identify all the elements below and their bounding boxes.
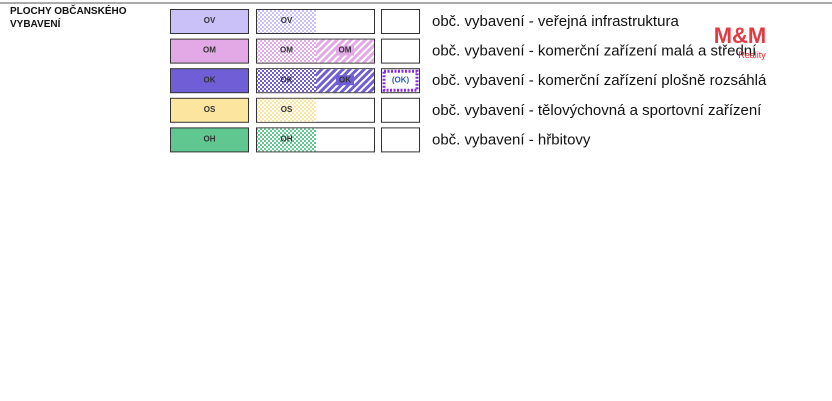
swatch-code: OK xyxy=(204,75,216,84)
legend-title: PLOCHY OBČANSKÉHO xyxy=(10,4,127,17)
swatch-code: OH xyxy=(204,135,216,144)
swatch-code: OS xyxy=(281,105,293,114)
dotted-swatch xyxy=(257,69,316,93)
swatch-code: OV xyxy=(281,16,293,25)
swatch-code: OV xyxy=(204,16,216,25)
solid-swatch xyxy=(170,38,249,64)
row-label: obč. vybavení - hřbitovy xyxy=(432,131,591,148)
row-label: obč. vybavení - komerční zařízení malá a… xyxy=(432,43,757,60)
solid-swatch xyxy=(170,127,249,153)
plan-swatch xyxy=(381,9,420,34)
swatch-code: OM xyxy=(339,46,352,55)
code-bg xyxy=(336,75,354,86)
plan-swatch xyxy=(381,38,420,64)
row-label: obč. vybavení - tělovýchovná a sportovní… xyxy=(432,102,762,119)
plan-label: (OK) xyxy=(392,75,410,84)
dotted-swatch xyxy=(257,39,316,63)
swatch-code: OM xyxy=(280,46,293,55)
watermark-sub: Reality xyxy=(738,50,766,60)
dotted-swatch xyxy=(257,10,316,33)
plan-mark xyxy=(382,69,419,92)
legend-title: VYBAVENÍ xyxy=(10,17,61,30)
solid-swatch xyxy=(170,97,249,123)
solid-swatch xyxy=(170,68,249,94)
swatch-code: OS xyxy=(204,105,216,114)
code-bg xyxy=(336,45,354,56)
swatch-code: OK xyxy=(339,75,351,84)
plan-swatch xyxy=(381,97,420,123)
watermark-brand: M&M xyxy=(714,23,767,48)
row-label: obč. vybavení - veřejná infrastruktura xyxy=(432,13,679,30)
swatch-code: OK xyxy=(281,75,293,84)
solid-swatch xyxy=(170,9,249,34)
dotted-swatch xyxy=(257,98,316,122)
plan-swatch xyxy=(381,127,420,153)
swatch-code: OM xyxy=(203,46,216,55)
swatch-code: OH xyxy=(281,135,293,144)
row-label: obč. vybavení - komerční zařízení plošně… xyxy=(432,72,767,89)
dotted-swatch xyxy=(257,128,316,152)
